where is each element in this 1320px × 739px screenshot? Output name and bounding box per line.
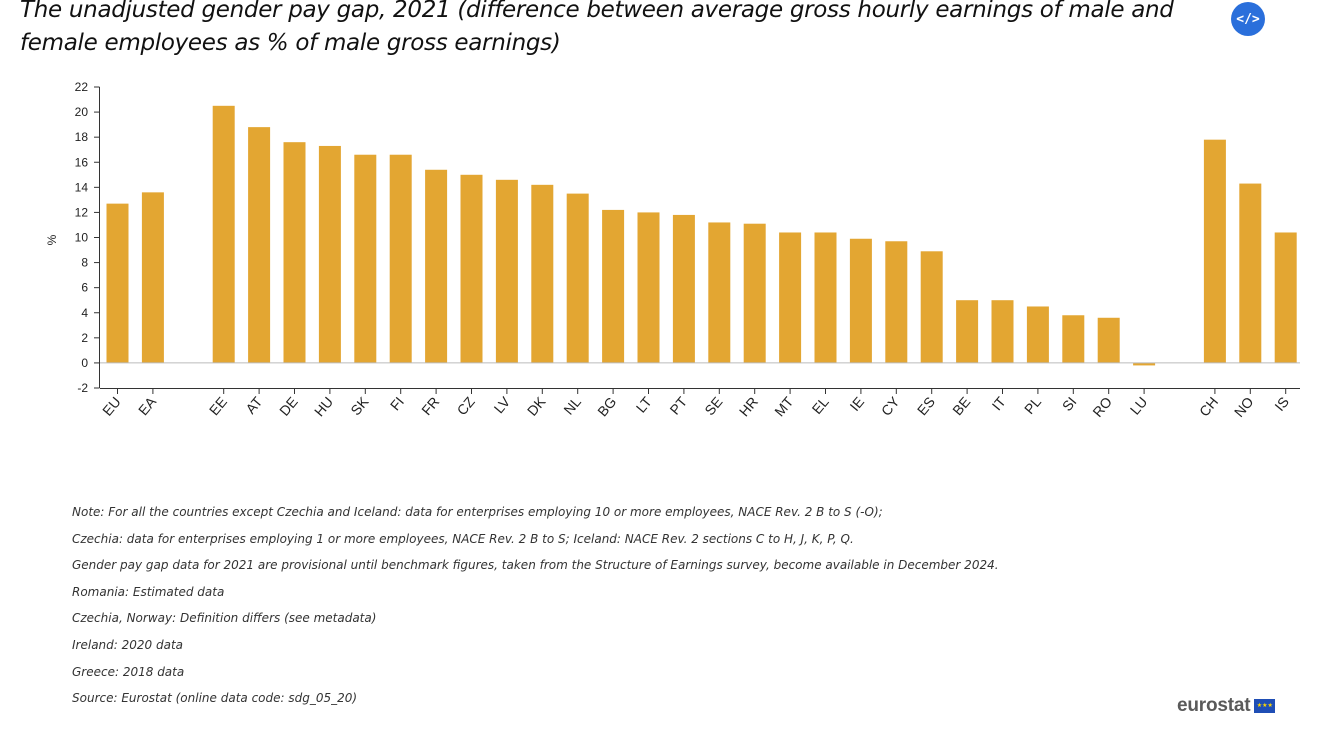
x-tick-label: FI [387,394,407,414]
x-tick-label: PL [1021,393,1044,417]
note-line: Ireland: 2020 data [72,637,184,652]
bar-cz[interactable] [460,174,483,363]
eu-flag-icon: ★★★ [1254,699,1276,713]
note-line: Source: Eurostat (online data code: sdg_… [72,691,358,706]
x-tick-label: LV [491,393,514,416]
bar-sk[interactable] [354,154,377,363]
x-tick-label: BG [594,394,619,420]
x-tick-label: ES [914,394,938,419]
x-tick-label: EU [99,394,124,419]
bar-nl[interactable] [566,193,589,363]
y-tick-label: 20 [75,105,89,119]
bar-be[interactable] [956,300,979,363]
x-tick-label: DK [524,393,549,419]
bar-ro[interactable] [1097,317,1120,363]
x-tick-label: HR [736,394,761,420]
bar-es[interactable] [920,251,943,363]
bar-chart: -2 0 2 4 6 8 10 12 14 16 18 20 22 EU EA EE AT DE HU SK FI FR… [45,80,1300,420]
x-tick-label: LU [1127,394,1151,418]
x-tick-label: SI [1059,394,1080,414]
bar-bg[interactable] [602,209,625,363]
bar-cy[interactable] [885,241,908,363]
y-axis: -2 0 2 4 6 8 10 12 14 16 18 20 22 [75,80,100,395]
x-tick-label: DE [276,394,301,419]
x-tick-label: EA [135,393,160,418]
x-tick-label: IT [989,393,1010,413]
note-line: Greece: 2018 data [72,664,185,679]
x-tick-label: BE [949,394,973,419]
x-tick-label: IS [1271,394,1292,414]
chart-notes: Note: For all the countries except Czech… [72,499,1172,712]
bar-lt[interactable] [637,212,660,363]
x-tick-label: CZ [454,393,479,418]
bar-el[interactable] [814,232,837,363]
logo-text: eurostat [1177,695,1251,716]
x-tick-label: AT [242,393,265,417]
x-tick-label: FR [418,394,442,419]
bar-pt[interactable] [672,214,695,363]
bar-se[interactable] [708,222,731,363]
bars [106,105,1297,366]
x-tick-label: NO [1231,394,1257,420]
x-tick-label: MT [771,393,797,419]
x-tick-label: EE [206,394,230,419]
y-tick-label: 8 [81,256,88,270]
bar-si[interactable] [1062,315,1085,363]
bar-eu[interactable] [106,203,129,363]
y-tick-label: 6 [81,281,88,295]
x-tick-label: SE [701,394,725,419]
bar-dk[interactable] [531,184,554,363]
y-tick-label: 12 [75,205,89,219]
chart-title: The unadjusted gender pay gap, 2021 (dif… [20,0,1174,56]
x-tick-label: IE [846,394,867,414]
note-line: Note: For all the countries except Czech… [72,505,883,519]
x-tick-label: HU [311,394,336,420]
bar-is[interactable] [1274,232,1297,363]
note-line: Gender pay gap data for 2021 are provisi… [72,558,999,573]
y-tick-label: 4 [81,306,88,320]
bar-lv[interactable] [495,179,518,363]
x-tick-label: NL [560,393,584,417]
bar-at[interactable] [248,127,271,363]
bar-de[interactable] [283,142,306,363]
x-tick-label: CH [1196,394,1221,420]
y-tick-label: 10 [75,231,89,245]
x-axis: EU EA EE AT DE HU SK FI FR CZ LV DK NL BG LT PT SE HR MT EL… [99,362,1300,420]
y-tick-label: 16 [75,155,89,169]
note-line: Czechia: data for enterprises employing … [72,531,854,546]
y-tick-label: -2 [77,381,88,395]
y-tick-label: 14 [75,180,89,194]
y-tick-label: 18 [75,130,89,144]
x-tick-label: LT [633,393,655,415]
x-tick-label: SK [347,393,372,418]
embed-code-button[interactable]: </> [1231,2,1265,36]
note-line: Romania: Estimated data [72,584,225,599]
note-line: Czechia, Norway: Definition differs (see… [72,611,377,626]
bar-ie[interactable] [849,238,872,363]
bar-lu[interactable] [1133,362,1156,366]
bar-ea[interactable] [141,192,164,363]
y-tick-label: 2 [81,331,88,345]
bar-ee[interactable] [212,105,235,363]
y-tick-label: 0 [81,356,88,370]
bar-fr[interactable] [425,169,448,363]
bar-pl[interactable] [1026,306,1049,363]
bar-hu[interactable] [318,145,341,363]
x-tick-label: RO [1089,394,1115,420]
eurostat-logo: eurostat ★★★ [1177,694,1276,718]
bar-fi[interactable] [389,154,412,363]
x-tick-label: CY [878,393,903,419]
bar-no[interactable] [1239,183,1262,363]
y-tick-label: 22 [75,80,89,94]
x-tick-label: PT [666,393,690,417]
bar-ch[interactable] [1203,139,1226,363]
y-axis-title: % [45,234,59,245]
x-tick-label: EL [809,393,832,417]
bar-mt[interactable] [779,232,802,363]
bar-it[interactable] [991,300,1014,363]
bar-hr[interactable] [743,223,766,363]
